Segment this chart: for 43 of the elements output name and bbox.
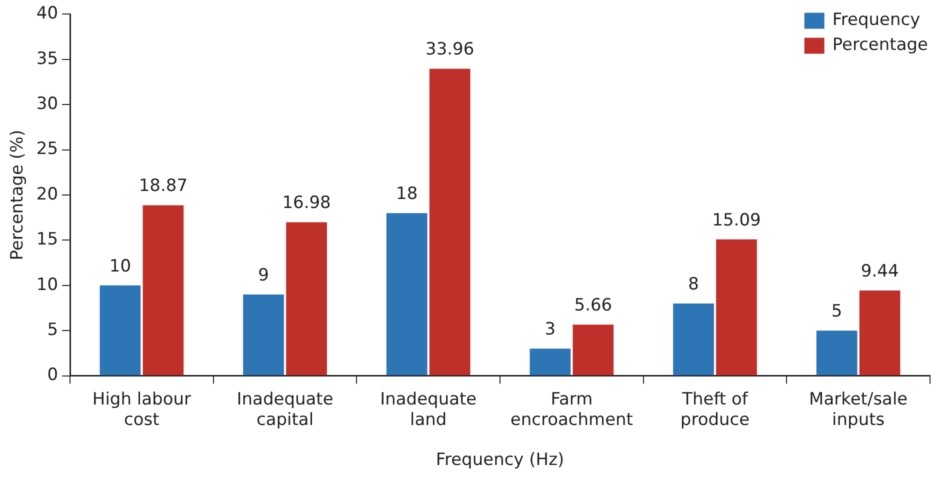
x-tick-label: Farm encroachment: [510, 389, 634, 430]
legend-label: Frequency: [832, 10, 920, 30]
y-axis-title: Percentage (%): [8, 130, 28, 260]
data-label: 5: [831, 302, 842, 322]
y-tick-label: 40: [36, 4, 58, 24]
y-tick-label: 5: [47, 320, 58, 340]
y-tick-label: 35: [36, 48, 58, 69]
data-label: 3: [544, 320, 556, 340]
bar: [530, 348, 571, 376]
y-tick-label: 15: [36, 230, 58, 250]
x-tick-label: Inadequate capital: [236, 389, 334, 430]
data-label: 9: [258, 265, 269, 286]
data-label: 15.09: [712, 210, 761, 230]
x-tick-label: Market/sale inputs: [809, 389, 908, 430]
x-tick-label: High labour cost: [92, 389, 191, 430]
bar: [429, 68, 470, 376]
y-tick-label: 25: [36, 139, 58, 160]
data-label: 18.87: [138, 176, 188, 196]
data-label: 9.44: [860, 261, 899, 282]
bar: [386, 213, 428, 376]
y-tick-label: 20: [36, 184, 58, 204]
x-axis-title: Frequency (Hz): [436, 450, 564, 470]
data-label: 5.66: [574, 296, 612, 316]
y-tick-label: 10: [36, 274, 58, 295]
bar: [286, 222, 327, 376]
bar: [243, 294, 284, 376]
bar: [816, 330, 858, 376]
data-label: 10: [109, 256, 132, 276]
data-label: 8: [688, 274, 699, 294]
x-tick-label: Inadequate land: [380, 389, 477, 430]
bar: [673, 303, 714, 376]
bar: [859, 290, 900, 376]
data-label: 18: [396, 184, 418, 204]
bar: [572, 324, 614, 376]
y-tick-label: 30: [36, 94, 58, 114]
legend-label: Percentage: [832, 35, 928, 56]
data-label: 33.96: [426, 40, 474, 60]
y-tick-label: 0: [47, 365, 58, 386]
x-tick-label: Theft of produce: [680, 389, 750, 430]
bar: [100, 285, 141, 376]
bar: [716, 239, 757, 376]
bar: [142, 205, 184, 376]
data-label: 16.98: [282, 193, 331, 214]
